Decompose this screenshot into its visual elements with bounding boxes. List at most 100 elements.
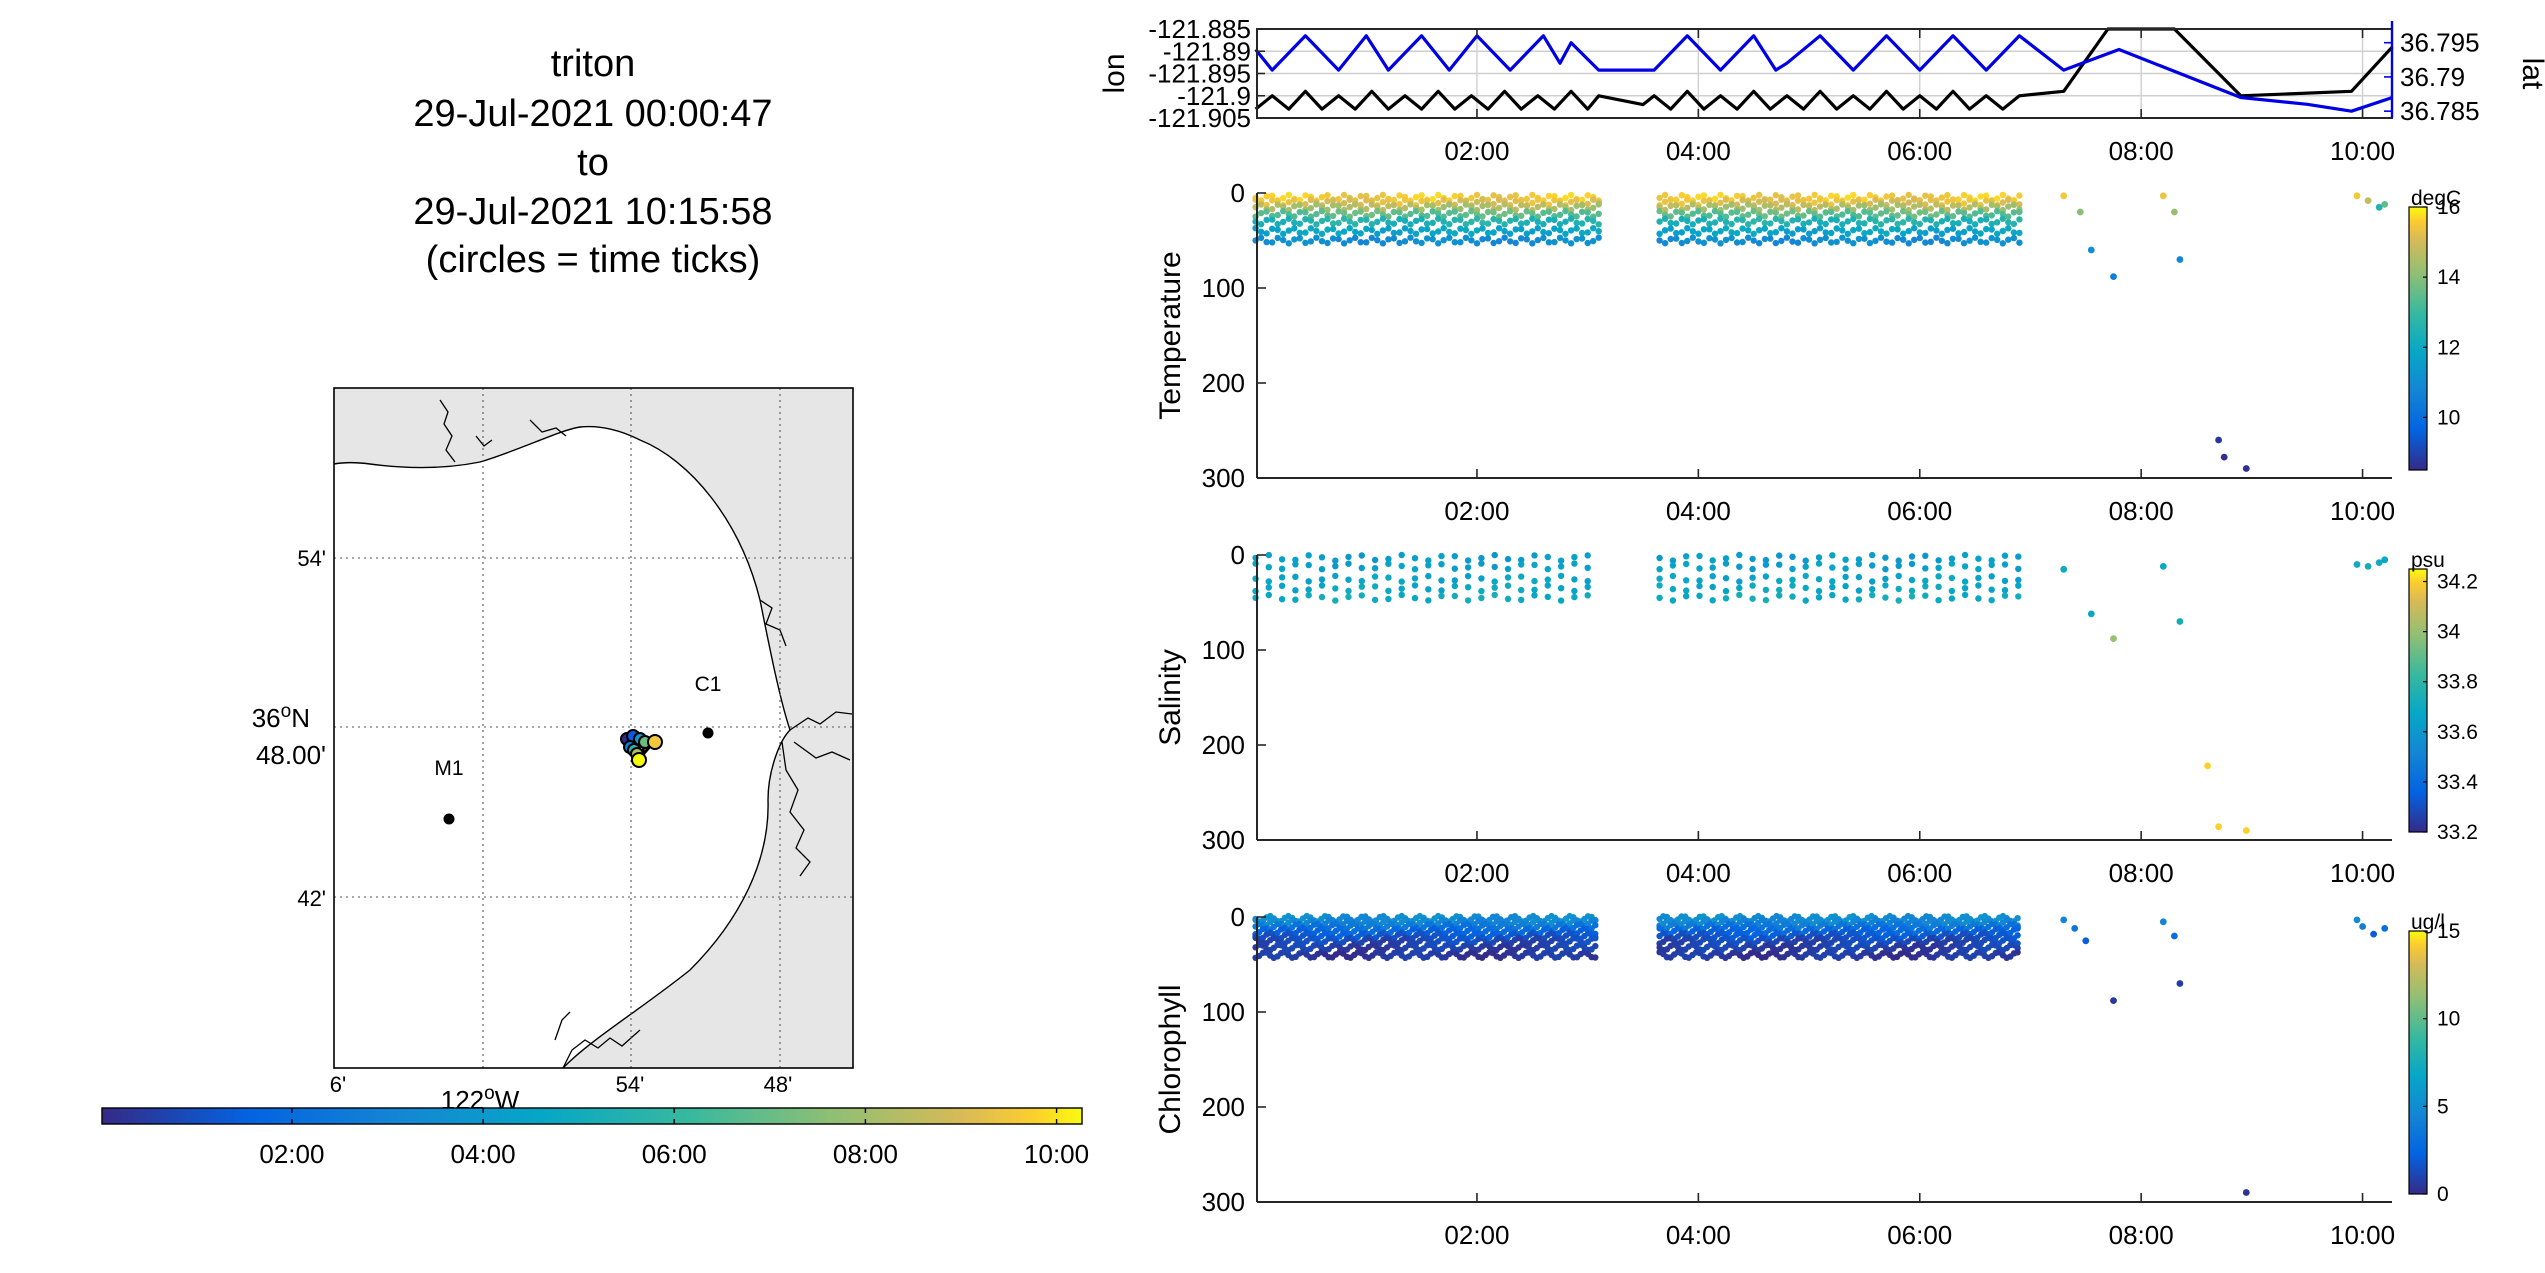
- temperature-point-687: [1850, 198, 1857, 205]
- salinity-point-199: [1829, 591, 1836, 599]
- temperature-point-765: [1911, 203, 1918, 210]
- temperature-point-220: [1423, 212, 1431, 220]
- temperature-point-272: [1462, 234, 1470, 241]
- temperature-point-170: [1385, 202, 1392, 210]
- temperature-point-572: [1756, 227, 1763, 234]
- position-ylabel-lon: lon: [1098, 53, 1131, 93]
- temperature-point-60: [1296, 220, 1304, 227]
- temperature-point-185: [1396, 209, 1403, 216]
- temperature-point-66: [1302, 209, 1309, 216]
- chlorophyll-point-1553: [2359, 923, 2367, 930]
- temperature-point-487: [1689, 221, 1697, 228]
- temperature-point-868: [1994, 195, 2001, 202]
- salinity-point-225: [1908, 553, 1916, 560]
- temperature-point-870: [1994, 203, 2001, 210]
- temperature-point-51: [1291, 203, 1298, 210]
- salinity-point-226: [1908, 560, 1916, 568]
- temperature-point-390: [1556, 226, 1564, 234]
- station-c1-label: C1: [695, 673, 722, 696]
- temperature-point-300: [1484, 235, 1492, 242]
- temperature-point-183: [1396, 200, 1403, 208]
- salinity-point-266: [2015, 565, 2022, 573]
- temperature-point-113: [1340, 200, 1348, 207]
- salinity-point-191: [1815, 560, 1823, 567]
- salinity-point-31: [1332, 563, 1339, 570]
- temperature-colorbar-tick-label-1: 14: [2437, 266, 2461, 289]
- temperature-point-658: [1828, 192, 1835, 199]
- salinity-point-234: [1922, 592, 1929, 599]
- temperature-point-47: [1285, 227, 1293, 234]
- temperature-point-288: [1479, 196, 1486, 204]
- position-series-lat: [1254, 34, 2393, 113]
- temperature-point-281: [1473, 198, 1481, 206]
- salinity-point-159: [1722, 595, 1730, 602]
- temperature-point-302: [1490, 200, 1497, 208]
- temperature-point-142: [1363, 205, 1370, 213]
- temperature-point-811: [1944, 240, 1951, 247]
- salinity-point-9: [1265, 591, 1273, 599]
- temperature-point-350: [1529, 191, 1536, 199]
- salinity-point-260: [2001, 552, 2009, 559]
- chlorophyll-point-1552: [2353, 916, 2361, 924]
- salinity-point-221: [1895, 562, 1902, 569]
- temperature-point-910: [2215, 436, 2223, 444]
- temperature-point-756: [1905, 191, 1912, 199]
- temperature-point-818: [1949, 235, 1957, 242]
- temperature-point-371: [1545, 192, 1553, 200]
- salinity-point-173: [1762, 586, 1770, 594]
- salinity-point-174: [1762, 596, 1770, 604]
- chlorophyll-point-1554: [2370, 930, 2378, 938]
- salinity-point-157: [1722, 575, 1730, 582]
- temperature-point-676: [1839, 221, 1846, 228]
- temperature-point-63: [1302, 192, 1309, 199]
- temperature-point-844: [1971, 221, 1979, 228]
- temperature-point-850: [1977, 208, 1984, 215]
- salinity-point-170: [1762, 556, 1770, 564]
- salinity-point-72: [1438, 577, 1445, 584]
- temperature-point-61: [1296, 229, 1304, 236]
- temperature-point-341: [1518, 225, 1525, 233]
- temperature-point-727: [1877, 234, 1885, 241]
- salinity-xtick-label-1: 04:00: [1666, 858, 1731, 888]
- map-lon-tick-48: 48': [764, 1072, 793, 1097]
- temperature-point-879: [1999, 215, 2007, 222]
- temperature-point-486: [1689, 210, 1697, 217]
- title-line-3: to: [577, 142, 609, 184]
- temperature-point-433: [1590, 237, 1597, 245]
- salinity-point-68: [1425, 586, 1432, 593]
- salinity-point-281: [2381, 556, 2389, 564]
- temperature-point-81: [1313, 221, 1320, 228]
- temperature-point-151: [1368, 220, 1376, 228]
- temperature-point-120: [1346, 196, 1353, 203]
- salinity-point-7: [1265, 578, 1273, 585]
- temperature-point-53: [1291, 219, 1298, 226]
- temperature-point-755: [1900, 236, 1907, 243]
- temperature-point-573: [1756, 240, 1763, 247]
- salinity-point-267: [2015, 576, 2022, 584]
- temperature-point-584: [1767, 208, 1774, 215]
- temperature-point-349: [1523, 236, 1531, 243]
- temperature-point-883: [2005, 196, 2012, 203]
- temperature-point-296: [1484, 201, 1492, 209]
- temperature-point-566: [1750, 237, 1757, 244]
- salinity-point-265: [2015, 553, 2022, 560]
- salinity-point-235: [1935, 557, 1942, 564]
- salinity-point-136: [1669, 562, 1677, 569]
- salinity-point-81: [1464, 564, 1472, 571]
- temperature-point-458: [1667, 213, 1674, 220]
- temperature-point-645: [1816, 196, 1824, 203]
- temperature-point-839: [1966, 237, 1973, 244]
- temperature-point-822: [1955, 208, 1962, 215]
- temperature-point-678: [1839, 234, 1846, 241]
- position-rtick-label-0: 36.795: [2400, 28, 2480, 58]
- temperature-point-87: [1318, 207, 1326, 215]
- temperature-point-319: [1501, 221, 1508, 228]
- salinity-point-268: [2015, 582, 2022, 589]
- salinity-colorbar-tick-label-5: 33.2: [2437, 821, 2478, 844]
- temperature-point-236: [1435, 228, 1442, 235]
- salinity-point-224: [1895, 597, 1902, 604]
- chlorophyll-xtick-label-1: 04:00: [1666, 1220, 1731, 1250]
- temperature-point-736: [1888, 197, 1896, 204]
- position-xtick-label-3: 08:00: [2109, 136, 2174, 166]
